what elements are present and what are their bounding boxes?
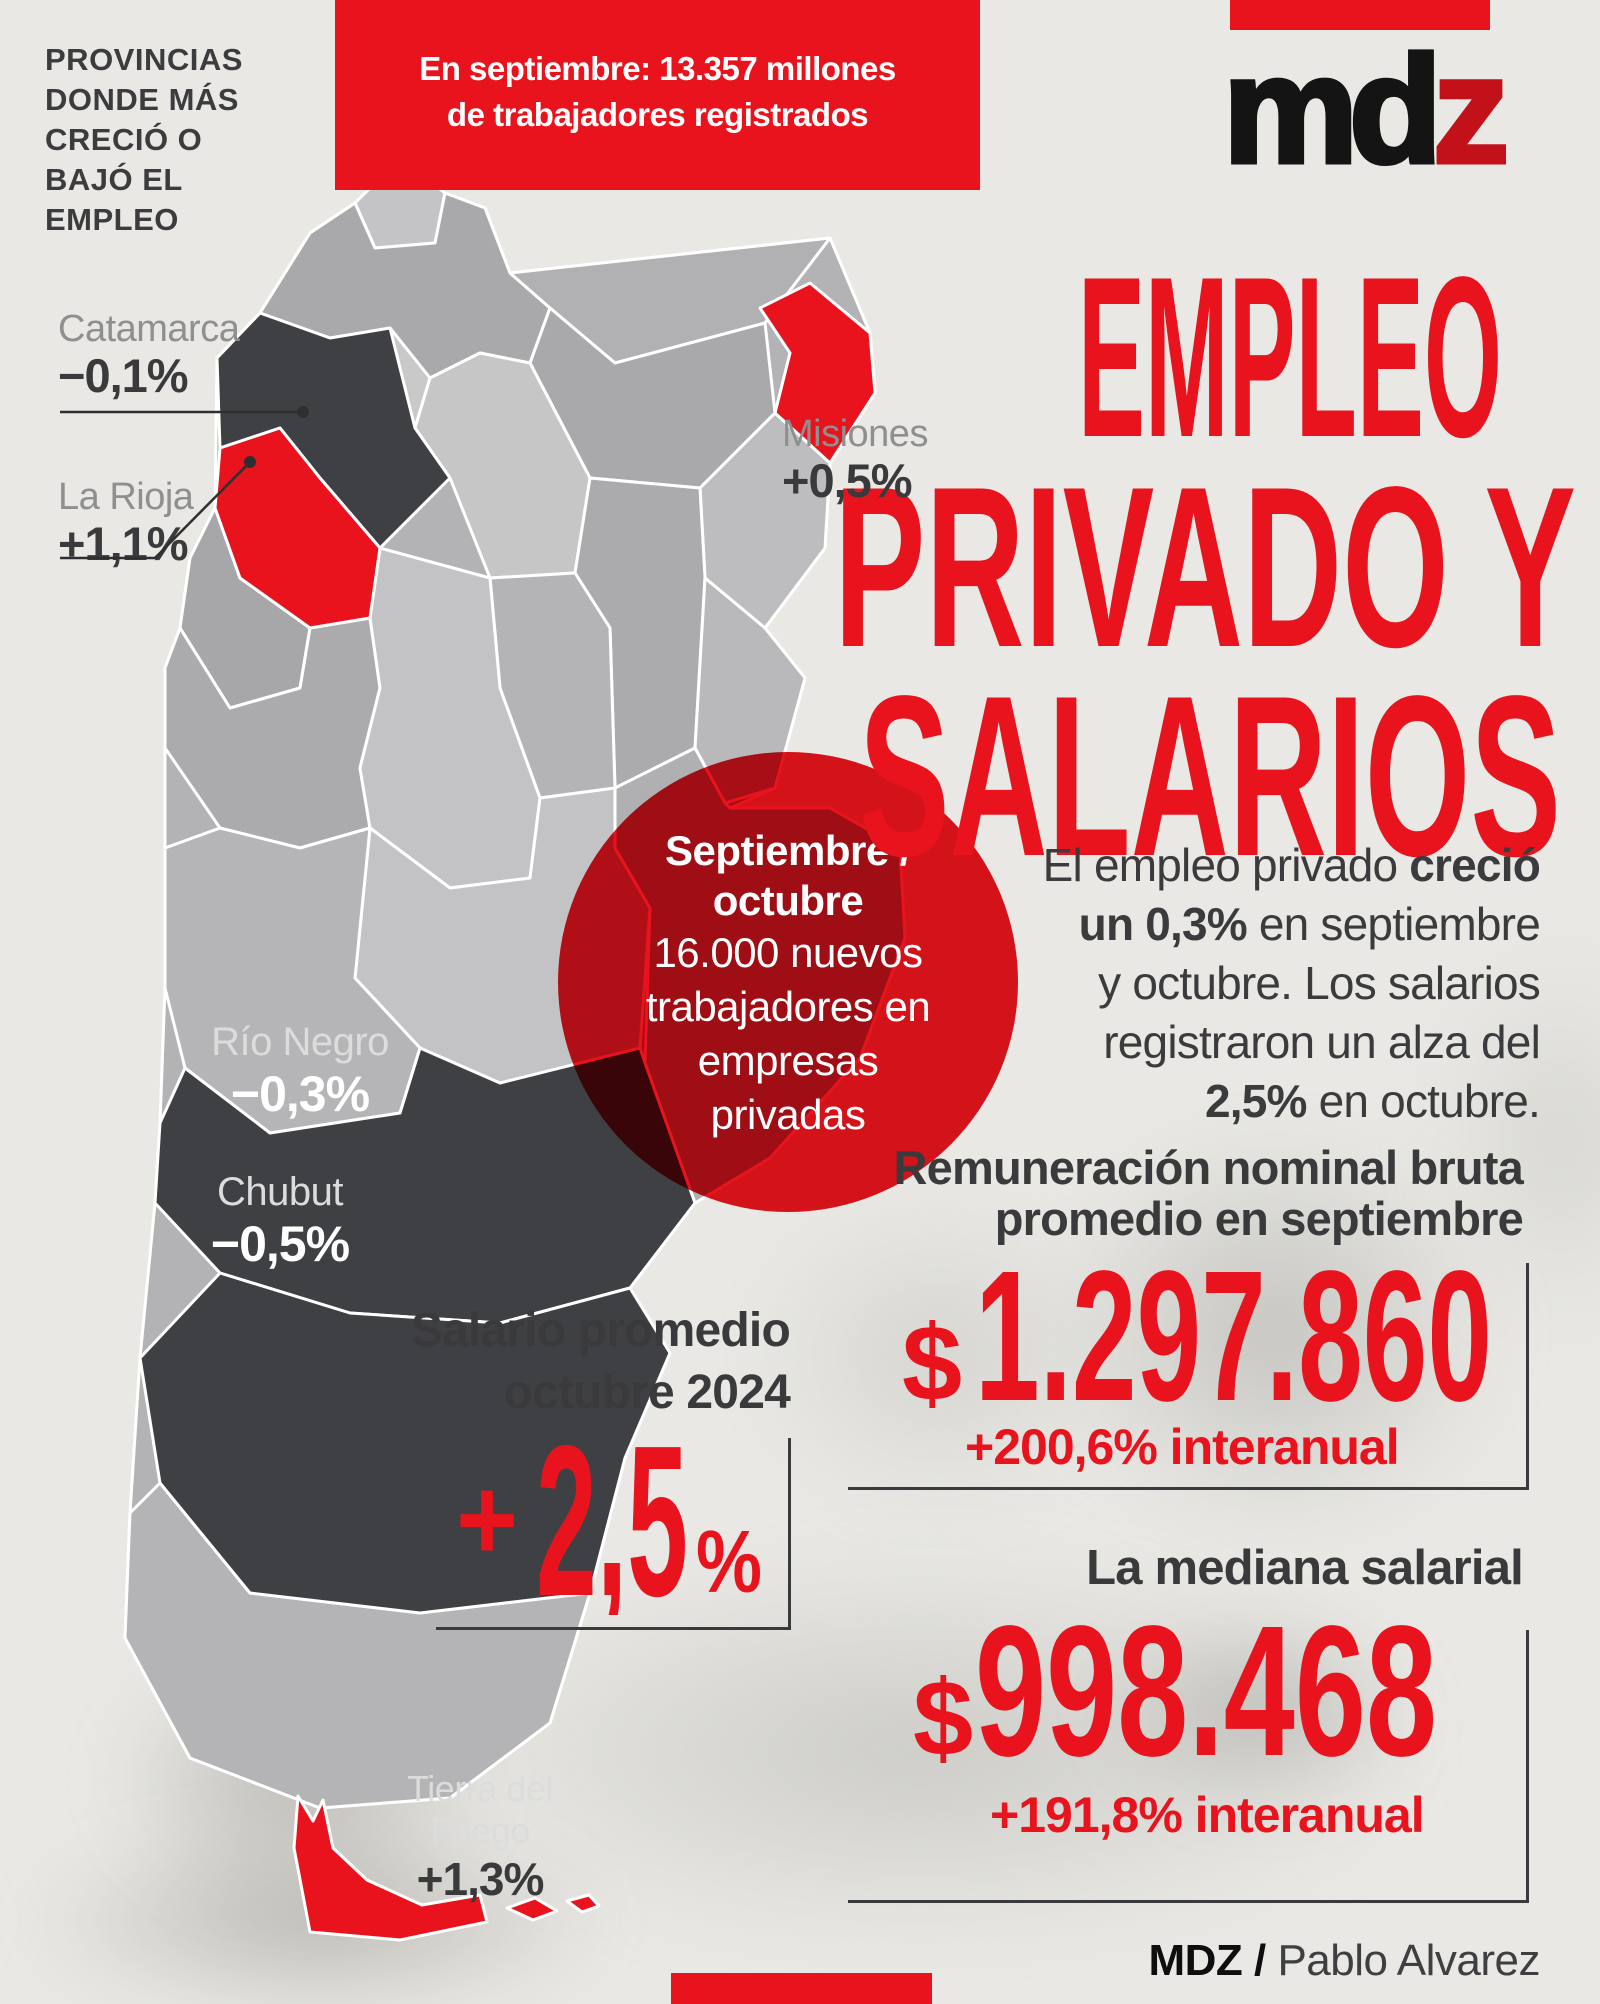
intro-paragraph: El empleo privado creció un 0,3% en sept…	[960, 836, 1541, 1131]
intro-text: registraron un alza del	[1103, 1016, 1541, 1068]
mdz-logo-red: z	[1431, 25, 1512, 195]
label-catamarca-value: −0,1%	[58, 349, 189, 402]
kicker-line: DONDE MÁS	[45, 82, 239, 117]
credit-line: MDZ / Pablo Alvarez	[1148, 1936, 1540, 1986]
plus-sign: +	[456, 1454, 518, 1586]
bracket-line	[436, 1627, 791, 1630]
intro-text: en septiembre	[1246, 898, 1541, 950]
mediana-amount: $ 998.468	[913, 1605, 1437, 1775]
remuneracion-amount: $ 1.297.860	[902, 1250, 1492, 1420]
label-chubut: Chubut −0,5%	[155, 1170, 405, 1273]
title-line-3: SALARIOS	[859, 648, 1561, 870]
salario-heading-line: Salario promedio	[410, 1304, 791, 1357]
label-misiones-name: Misiones	[782, 413, 928, 455]
province-tierra-del-fuego	[292, 1794, 489, 1942]
island	[565, 1893, 601, 1914]
label-catamarca-name: Catamarca	[58, 308, 240, 350]
label-rio-negro-value: −0,3%	[230, 1066, 370, 1122]
salario-digits: 2,5	[536, 1415, 688, 1615]
bottom-red-bar	[671, 1973, 932, 2004]
label-rio-negro: Río Negro −0,3%	[175, 1020, 425, 1123]
logo-red-bar	[1230, 0, 1490, 30]
intro-bold: 2,5%	[1205, 1075, 1307, 1127]
label-rio-negro-name: Río Negro	[211, 1020, 389, 1064]
province-la-rioja	[213, 426, 382, 630]
percent-sign: %	[696, 1512, 762, 1611]
intro-bold: creció	[1409, 839, 1541, 891]
top-banner: En septiembre: 13.357 millones de trabaj…	[335, 0, 980, 190]
leader-line-la-rioja	[60, 456, 256, 560]
salario-heading-line: octubre 2024	[503, 1366, 790, 1419]
kicker-line: PROVINCIAS	[45, 42, 243, 77]
label-misiones-value: +0,5%	[782, 454, 913, 507]
label-chubut-value: −0,5%	[210, 1216, 350, 1272]
mediana-delta: +191,8% interanual	[990, 1787, 1425, 1843]
title-line-1: EMPLEO	[1078, 250, 1502, 485]
kicker-heading: PROVINCIAS DONDE MÁS CRECIÓ O BAJÓ EL EM…	[45, 40, 243, 240]
amount-digits: 1.297.860	[975, 1250, 1492, 1420]
intro-text: El empleo privado	[1042, 839, 1410, 891]
label-tdf-name: Tierra del	[407, 1768, 553, 1809]
circle-line: trabajadores en	[645, 983, 931, 1030]
circle-line: empresas	[697, 1037, 879, 1084]
remuneracion-heading-line: Remuneración nominal bruta	[893, 1141, 1524, 1194]
label-la-rioja-name: La Rioja	[58, 476, 194, 518]
mdz-logo-black: md	[1221, 25, 1445, 195]
main-title: EMPLEO PRIVADO Y SALARIOS	[834, 250, 1576, 870]
bracket-line	[848, 1900, 1529, 1903]
label-tdf-name: Fuego	[430, 1810, 530, 1851]
mediana-heading: La mediana salarial	[1086, 1541, 1524, 1595]
intro-bold: un 0,3%	[1078, 898, 1248, 950]
credit-author: Pablo Alvarez	[1277, 1936, 1540, 1985]
mdz-logo: mdz	[1160, 28, 1512, 200]
province-rio-negro	[153, 1046, 697, 1325]
circle-callout-text: Septiembre / octubre 16.000 nuevos traba…	[578, 826, 998, 1142]
circle-title: Septiembre /	[664, 827, 912, 874]
bracket-line	[788, 1438, 791, 1630]
remuneracion-heading-line: promedio en septiembre	[994, 1192, 1524, 1245]
circle-line: 16.000 nuevos	[653, 929, 923, 976]
circle-title: octubre	[712, 877, 864, 924]
remuneracion-heading: Remuneración nominal bruta promedio en s…	[893, 1141, 1524, 1245]
banner-line: En septiembre: 13.357 millones	[419, 50, 896, 87]
leader-line-catamarca	[60, 406, 309, 418]
province-misiones	[758, 281, 877, 465]
kicker-line: EMPLEO	[45, 202, 179, 237]
bracket-line	[1526, 1263, 1529, 1490]
label-tierra-del-fuego: Tierra del Fuego +1,3%	[350, 1768, 610, 1906]
label-la-rioja-value: +1,1%	[58, 517, 189, 570]
label-chubut-name: Chubut	[217, 1170, 343, 1214]
circle-callout	[558, 752, 1018, 1212]
bracket-line	[848, 1487, 1529, 1490]
remuneracion-delta: +200,6% interanual	[965, 1419, 1400, 1475]
banner-line: de trabajadores registrados	[446, 96, 869, 133]
credit-brand: MDZ /	[1148, 1936, 1278, 1985]
kicker-line: CRECIÓ O	[45, 122, 203, 157]
province-chubut	[138, 1271, 672, 1615]
title-line-2: PRIVADO Y	[834, 439, 1576, 695]
bracket-line	[1526, 1630, 1529, 1903]
currency-sign: $	[902, 1302, 962, 1420]
salario-value: + 2,5 %	[456, 1415, 762, 1615]
circle-line: privadas	[710, 1091, 866, 1138]
argentina-map	[123, 156, 907, 1942]
salario-heading: Salario promedio octubre 2024	[410, 1300, 791, 1424]
intro-text: en octubre.	[1306, 1075, 1541, 1127]
amount-digits: 998.468	[975, 1605, 1437, 1775]
currency-sign: $	[913, 1657, 973, 1775]
kicker-line: BAJÓ EL	[45, 162, 183, 197]
island	[505, 1896, 559, 1922]
label-tdf-value: +1,3%	[416, 1853, 545, 1905]
intro-text: y octubre. Los salarios	[1098, 957, 1541, 1009]
